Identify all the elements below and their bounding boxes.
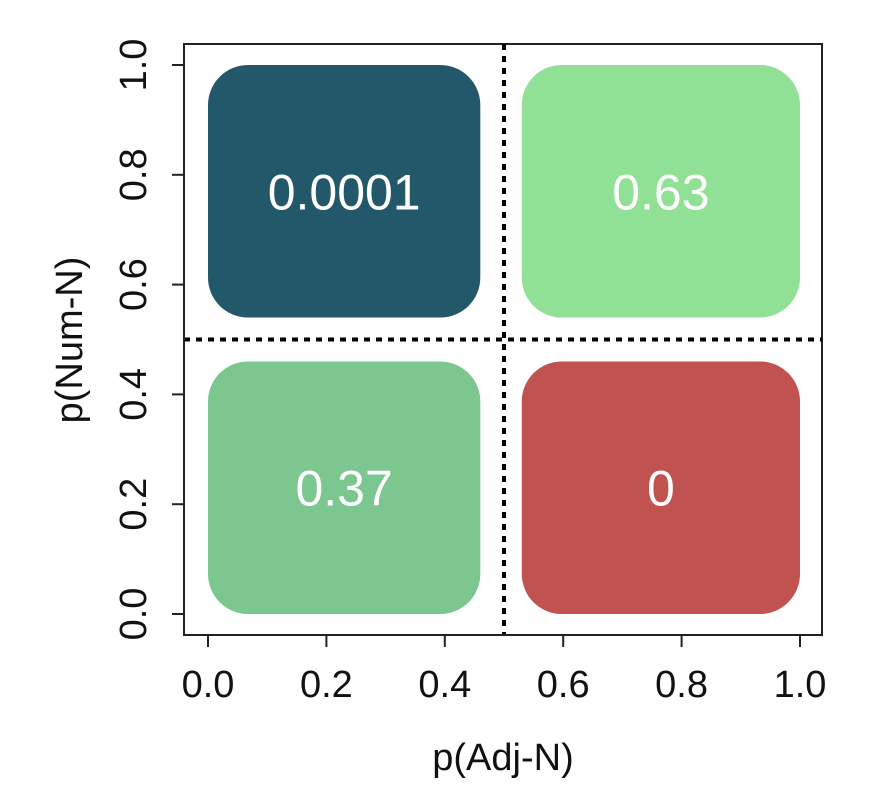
- x-tick-label: 0.2: [300, 664, 353, 706]
- cell-value-label-1: 0.63: [612, 164, 709, 220]
- x-axis-label: p(Adj-N): [432, 737, 573, 779]
- y-tick-label: 0.4: [113, 368, 155, 421]
- dividers: [184, 44, 822, 635]
- heatmap-cell-1: [521, 65, 800, 318]
- y-axis-label: p(Num-N): [49, 257, 91, 424]
- y-tick-label: 0.0: [113, 588, 155, 641]
- x-tick-label: 0.0: [182, 664, 235, 706]
- y-tick-label: 0.8: [113, 148, 155, 201]
- x-axis: 0.0 0.2 0.4 0.6 0.8 1.0: [182, 634, 827, 706]
- y-tick-label: 1.0: [113, 39, 155, 92]
- y-tick-label: 0.6: [113, 258, 155, 311]
- cell-value-label-2: 0.37: [295, 461, 392, 517]
- y-axis: 0.0 0.2 0.4 0.6 0.8 1.0: [113, 39, 185, 641]
- heatmap-cell-2: [208, 361, 481, 614]
- x-tick-label: 0.6: [537, 664, 590, 706]
- x-tick-label: 0.8: [655, 664, 708, 706]
- heatmap-cell-3: [521, 361, 800, 614]
- x-tick-label: 0.4: [418, 664, 471, 706]
- heatmap-cells: 0.0001 0.63 0.37 0: [208, 65, 800, 614]
- cell-value-label-3: 0: [647, 461, 675, 517]
- cell-value-label-0: 0.0001: [268, 164, 421, 220]
- x-tick-label: 1.0: [774, 664, 827, 706]
- heatmap-cell-0: [208, 65, 481, 318]
- y-tick-label: 0.2: [113, 478, 155, 531]
